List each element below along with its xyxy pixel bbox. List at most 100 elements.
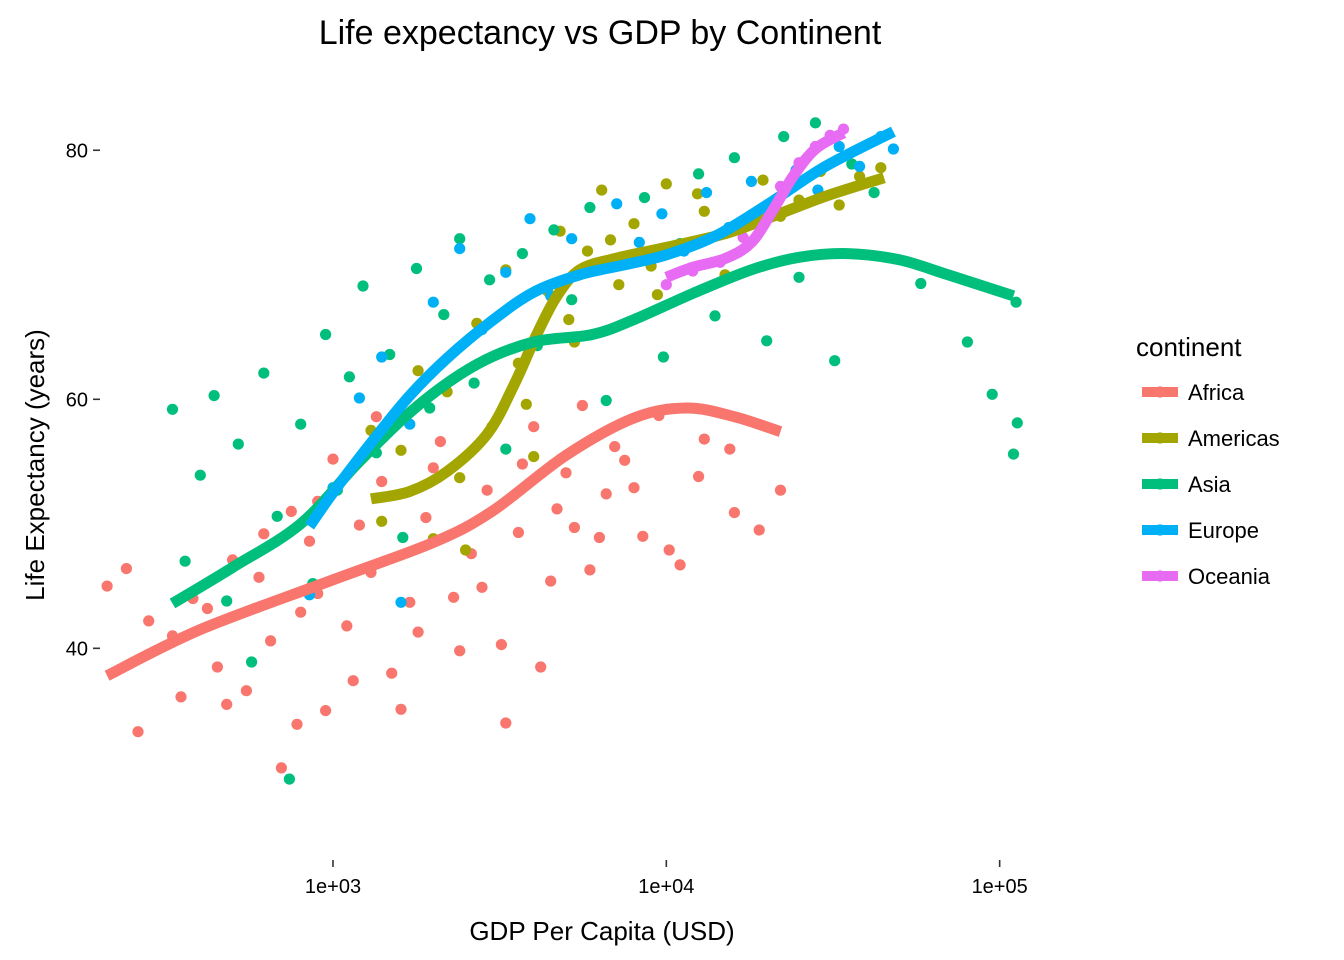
point-africa — [143, 615, 155, 627]
y-tick-label: 80 — [66, 140, 88, 162]
legend-title: continent — [1136, 332, 1242, 362]
point-asia — [868, 187, 880, 199]
point-africa — [568, 521, 581, 534]
point-africa — [637, 530, 649, 542]
point-africa — [576, 399, 589, 412]
point-asia — [761, 335, 773, 347]
point-asia — [295, 418, 307, 430]
point-africa — [448, 591, 460, 603]
point-americas — [628, 218, 640, 230]
point-asia — [166, 403, 179, 415]
point-americas — [651, 289, 664, 301]
point-africa — [609, 441, 621, 453]
point-asia — [809, 117, 822, 129]
point-africa — [663, 544, 675, 556]
point-africa — [386, 667, 398, 679]
point-asia — [1010, 296, 1022, 308]
point-asia — [638, 192, 651, 204]
point-africa — [404, 596, 416, 608]
point-africa — [175, 691, 187, 703]
point-africa — [211, 661, 223, 673]
point-africa — [240, 685, 252, 697]
point-americas — [520, 398, 532, 410]
point-asia — [709, 310, 721, 322]
point-africa — [132, 726, 144, 738]
point-africa — [353, 519, 365, 531]
point-africa — [593, 531, 606, 544]
point-americas — [875, 162, 887, 174]
point-africa — [427, 462, 439, 474]
point-americas — [613, 279, 625, 291]
legend-label-africa: Africa — [1188, 380, 1245, 405]
point-africa — [512, 526, 525, 539]
point-africa — [265, 635, 277, 647]
point-europe — [566, 233, 578, 245]
point-africa — [253, 571, 265, 583]
point-africa — [528, 421, 540, 433]
point-asia — [600, 394, 612, 407]
plot-area — [101, 117, 1023, 785]
legend-dot-africa — [1154, 386, 1166, 398]
point-americas — [412, 365, 424, 377]
point-africa — [412, 626, 424, 638]
point-americas — [698, 205, 710, 217]
y-axis-title: Life Expectancy (years) — [20, 329, 50, 601]
point-africa — [376, 475, 388, 488]
point-europe — [454, 243, 466, 255]
point-americas — [604, 234, 617, 246]
point-americas — [581, 245, 594, 257]
point-europe — [700, 187, 713, 199]
point-asia — [179, 555, 191, 567]
point-africa — [728, 506, 741, 519]
point-africa — [724, 443, 736, 455]
point-europe — [427, 296, 439, 308]
point-europe — [376, 351, 388, 363]
legend-label-americas: Americas — [1188, 426, 1280, 451]
point-europe — [633, 236, 645, 248]
point-asia — [208, 390, 220, 402]
point-africa — [285, 505, 297, 517]
point-europe — [353, 392, 365, 404]
legend-dot-europe — [1154, 524, 1166, 536]
point-asia — [258, 367, 270, 379]
point-asia — [584, 201, 596, 214]
x-tick-label: 1e+05 — [972, 876, 1028, 898]
point-africa — [535, 661, 547, 673]
point-americas — [460, 544, 472, 556]
point-africa — [619, 454, 631, 466]
point-europe — [524, 213, 536, 225]
point-americas — [563, 314, 575, 326]
point-asia — [232, 438, 244, 450]
point-asia — [194, 469, 206, 481]
point-asia — [516, 248, 529, 260]
point-asia — [1011, 417, 1023, 429]
point-asia — [548, 224, 560, 236]
point-africa — [395, 703, 407, 715]
point-africa — [476, 581, 488, 593]
point-americas — [833, 199, 845, 211]
point-americas — [395, 444, 407, 456]
point-asia — [829, 355, 841, 367]
point-asia — [438, 309, 450, 321]
point-asia — [1007, 448, 1020, 460]
x-tick-label: 1e+03 — [305, 876, 361, 898]
point-europe — [611, 198, 623, 210]
point-africa — [500, 717, 512, 729]
point-africa — [600, 488, 612, 500]
point-asia — [693, 168, 705, 180]
point-asia — [961, 336, 974, 348]
chart-title: Life expectancy vs GDP by Continent — [319, 14, 882, 52]
point-africa — [698, 433, 710, 445]
point-asia — [454, 233, 466, 245]
point-africa — [693, 470, 705, 483]
point-africa — [628, 482, 640, 494]
point-europe — [745, 175, 758, 187]
point-asia — [915, 277, 927, 290]
legend-label-europe: Europe — [1188, 518, 1259, 543]
x-axis: 1e+03 1e+04 1e+05 — [305, 860, 1028, 898]
x-axis-title: GDP Per Capita (USD) — [469, 916, 734, 946]
point-asia — [271, 510, 283, 522]
point-asia — [566, 294, 578, 306]
point-asia — [397, 531, 409, 544]
